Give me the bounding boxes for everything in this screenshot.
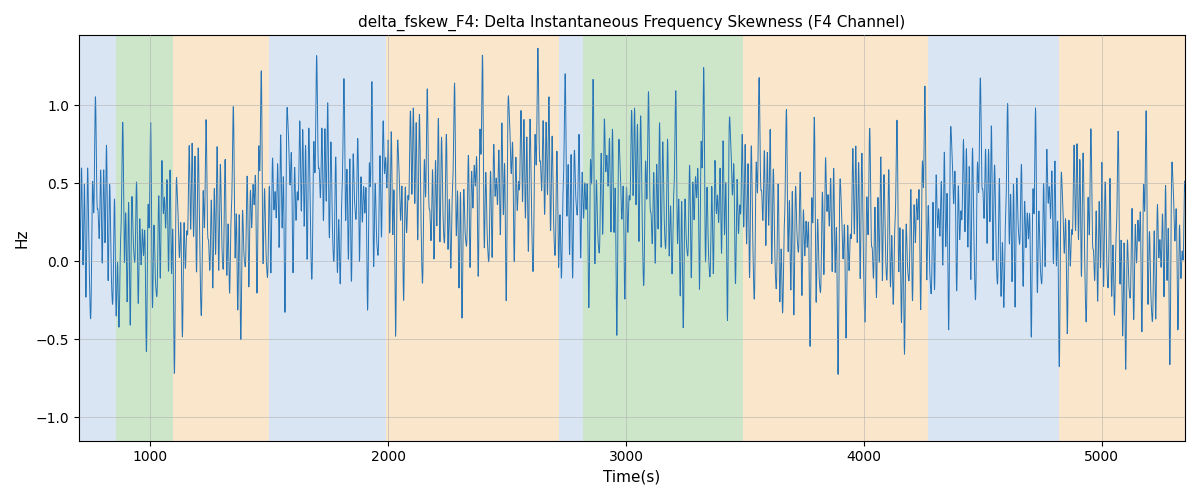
Bar	[559, 36, 583, 440]
Title: delta_fskew_F4: Delta Instantaneous Frequency Skewness (F4 Channel): delta_fskew_F4: Delta Instantaneous Freq…	[359, 15, 906, 31]
Y-axis label: Hz: Hz	[14, 228, 30, 248]
Bar	[1058, 36, 1186, 440]
Bar	[928, 36, 1058, 440]
Bar	[269, 36, 385, 440]
X-axis label: Time(s): Time(s)	[604, 470, 660, 485]
Bar	[115, 36, 173, 440]
Bar	[173, 36, 269, 440]
Bar	[743, 36, 792, 440]
Bar	[792, 36, 928, 440]
Bar	[385, 36, 559, 440]
Bar	[583, 36, 743, 440]
Bar	[79, 36, 115, 440]
